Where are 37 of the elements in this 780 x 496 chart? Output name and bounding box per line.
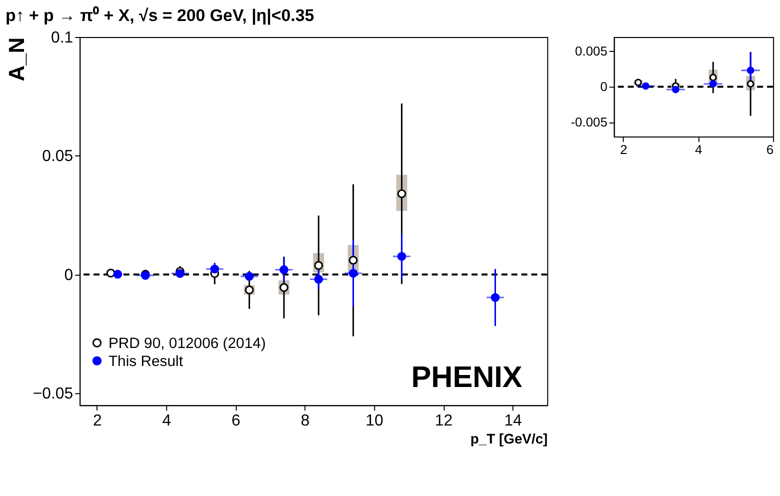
- y-tick-label: 0.005: [575, 44, 608, 59]
- legend-label: This Result: [108, 352, 184, 370]
- point: [106, 268, 116, 278]
- x-tick-label: 14: [504, 412, 522, 430]
- y-tick-label: 0: [600, 79, 608, 94]
- point: [709, 80, 717, 88]
- x-tick-label: 2: [620, 142, 628, 157]
- point: [490, 293, 500, 302]
- point: [642, 82, 650, 90]
- point: [210, 264, 220, 274]
- y-tick-label: -0.005: [570, 114, 608, 130]
- y-tick-label: −0.05: [32, 386, 74, 403]
- y-tick-label: 0: [64, 266, 74, 284]
- x-tick-label: 8: [300, 412, 310, 430]
- x-axis-title: p_T [GeV/c]: [470, 430, 548, 446]
- point: [176, 269, 184, 278]
- point: [314, 274, 324, 284]
- y-axis-title: A_N: [4, 37, 29, 82]
- legend-label: PRD 90, 012006 (2014): [108, 334, 266, 352]
- x-tick-label: 6: [766, 142, 774, 157]
- point: [113, 270, 122, 279]
- annotation: PHENIX: [411, 361, 522, 394]
- x-tick-label: 6: [232, 412, 241, 430]
- x-tick-label: 10: [366, 412, 384, 430]
- point: [244, 272, 254, 281]
- chart-title: p↑ + p → π⁰ + X, √s = 200 GeV, |η|<0.35: [5, 6, 314, 26]
- x-tick-label: 4: [695, 142, 702, 157]
- y-tick-label: 0.05: [42, 148, 74, 166]
- y-tick-label: 0.1: [51, 29, 74, 46]
- point: [397, 252, 406, 261]
- point: [348, 268, 358, 278]
- point: [746, 66, 754, 74]
- x-tick-label: 4: [162, 412, 172, 430]
- point: [280, 265, 288, 274]
- point: [672, 86, 680, 94]
- x-tick-label: 2: [92, 412, 102, 430]
- x-tick-label: 12: [434, 412, 453, 430]
